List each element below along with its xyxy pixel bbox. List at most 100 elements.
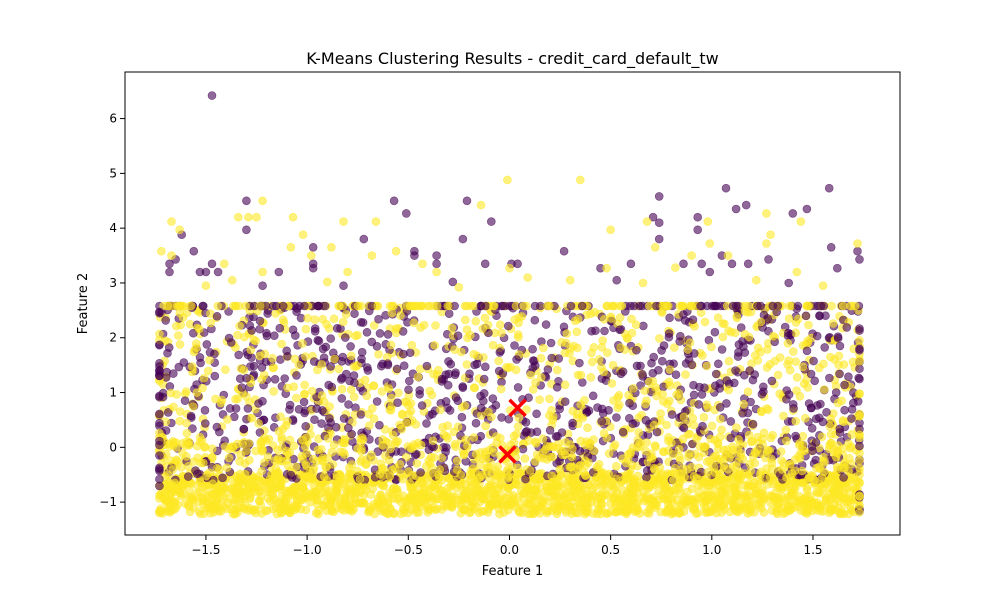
cluster-1-point bbox=[589, 446, 599, 456]
cluster-1-point bbox=[556, 501, 565, 511]
cluster-1-point bbox=[791, 357, 801, 367]
cluster-0-point bbox=[441, 443, 451, 452]
x-tick-label: −1.5 bbox=[191, 543, 220, 557]
cluster-1-point bbox=[609, 484, 619, 493]
cluster-1-point bbox=[329, 440, 339, 450]
cluster-0-point bbox=[632, 345, 641, 355]
cluster-1-point bbox=[413, 372, 423, 382]
cluster-0-point bbox=[840, 380, 849, 390]
chart-title: K-Means Clustering Results - credit_card… bbox=[306, 49, 718, 69]
cluster-0-point bbox=[638, 321, 648, 331]
cluster-0-point bbox=[831, 388, 841, 397]
cluster-1-point bbox=[627, 314, 636, 324]
cluster-1-point bbox=[666, 438, 676, 448]
cluster-1-point bbox=[322, 462, 332, 472]
cluster-1-point bbox=[678, 464, 688, 473]
cluster-1-point bbox=[602, 301, 612, 311]
cluster-1-point bbox=[598, 468, 607, 477]
cluster-0-point bbox=[847, 414, 856, 423]
cluster-1-point bbox=[294, 360, 304, 370]
y-tick-label: 1 bbox=[109, 386, 117, 400]
cluster-0-point bbox=[855, 364, 864, 374]
cluster-1-point bbox=[573, 409, 582, 419]
cluster-1-point bbox=[777, 465, 787, 474]
cluster-1-point bbox=[412, 459, 422, 468]
cluster-1-point bbox=[662, 420, 671, 430]
cluster-1-point bbox=[346, 385, 356, 395]
cluster-1-point bbox=[728, 442, 737, 452]
cluster-1-point bbox=[839, 360, 849, 369]
cluster-1-point bbox=[182, 452, 191, 461]
cluster-0-point bbox=[392, 364, 402, 374]
cluster-1-point bbox=[773, 370, 783, 380]
cluster-1-point bbox=[428, 495, 438, 505]
cluster-1-outlier bbox=[792, 267, 802, 277]
cluster-1-point bbox=[323, 434, 333, 443]
cluster-1-point bbox=[392, 484, 402, 494]
cluster-1-point bbox=[800, 494, 809, 503]
cluster-1-point bbox=[756, 317, 766, 327]
cluster-0-point bbox=[844, 372, 853, 382]
cluster-1-point bbox=[444, 473, 453, 482]
cluster-1-point bbox=[576, 499, 586, 509]
cluster-1-point bbox=[531, 438, 541, 448]
cluster-1-point bbox=[798, 431, 808, 441]
cluster-0-point bbox=[255, 428, 265, 437]
cluster-1-point bbox=[831, 452, 841, 462]
cluster-0-point bbox=[188, 424, 197, 433]
cluster-0-point bbox=[688, 315, 698, 325]
cluster-1-point bbox=[604, 449, 614, 458]
cluster-1-point bbox=[855, 389, 864, 399]
cluster-1-point bbox=[803, 336, 813, 346]
cluster-1-point bbox=[526, 370, 536, 380]
cluster-1-outlier bbox=[322, 277, 332, 287]
cluster-1-point bbox=[172, 456, 181, 466]
cluster-1-point bbox=[155, 494, 164, 503]
cluster-1-outlier bbox=[723, 251, 733, 260]
cluster-1-point bbox=[334, 477, 344, 486]
cluster-1-point bbox=[650, 465, 660, 474]
cluster-0-outlier bbox=[207, 259, 217, 269]
cluster-1-point bbox=[495, 320, 505, 330]
cluster-1-point bbox=[514, 506, 524, 516]
cluster-1-point bbox=[680, 472, 689, 482]
cluster-1-point bbox=[824, 444, 834, 454]
cluster-0-point bbox=[255, 316, 265, 326]
cluster-0-point bbox=[748, 375, 758, 385]
cluster-1-point bbox=[782, 473, 791, 482]
cluster-0-point bbox=[587, 326, 596, 336]
cluster-1-point bbox=[641, 399, 650, 409]
cluster-1-point bbox=[567, 479, 577, 489]
cluster-1-point bbox=[750, 447, 760, 457]
cluster-0-point bbox=[702, 301, 712, 311]
cluster-1-point bbox=[718, 332, 728, 342]
cluster-1-point bbox=[790, 466, 800, 476]
cluster-0-outlier bbox=[824, 183, 834, 193]
cluster-1-point bbox=[386, 405, 396, 415]
cluster-1-point bbox=[503, 472, 513, 481]
cluster-1-point bbox=[855, 508, 864, 517]
cluster-1-point bbox=[611, 461, 621, 471]
cluster-1-point bbox=[257, 375, 267, 384]
cluster-0-point bbox=[855, 374, 864, 384]
cluster-1-point bbox=[561, 437, 570, 447]
cluster-0-point bbox=[422, 419, 431, 428]
cluster-0-point bbox=[357, 354, 366, 364]
cluster-1-point bbox=[543, 506, 553, 516]
cluster-1-point bbox=[520, 454, 530, 463]
cluster-1-point bbox=[199, 373, 209, 383]
cluster-1-point bbox=[362, 391, 372, 401]
cluster-0-point bbox=[543, 365, 553, 374]
cluster-1-point bbox=[389, 508, 399, 518]
cluster-0-point bbox=[667, 410, 677, 419]
cluster-0-point bbox=[155, 409, 164, 419]
cluster-1-point bbox=[369, 381, 378, 390]
cluster-0-outlier bbox=[486, 217, 496, 226]
y-tick-label: 2 bbox=[109, 331, 117, 345]
cluster-1-outlier bbox=[796, 217, 806, 226]
cluster-1-point bbox=[626, 449, 635, 459]
cluster-1-point bbox=[492, 438, 502, 448]
cluster-1-point bbox=[184, 485, 194, 495]
cluster-1-point bbox=[784, 356, 794, 365]
cluster-1-point bbox=[768, 331, 778, 341]
